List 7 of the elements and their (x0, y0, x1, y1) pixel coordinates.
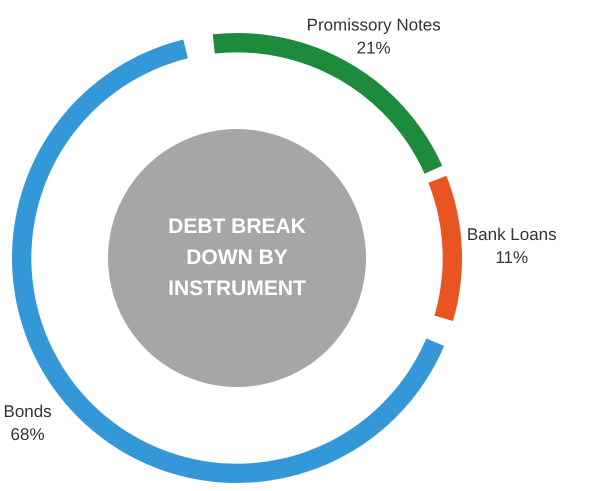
slice-label: Promissory Notes (306, 15, 441, 34)
slice-label: Bonds (3, 402, 52, 421)
data-label: 21% (356, 38, 391, 58)
data-label: 68% (10, 424, 45, 444)
text: DEBT BREAK DOWN BY INSTRUMENT (168, 214, 306, 300)
slice-label: Bank Loans (466, 225, 557, 244)
data-label: 11% (495, 248, 528, 268)
